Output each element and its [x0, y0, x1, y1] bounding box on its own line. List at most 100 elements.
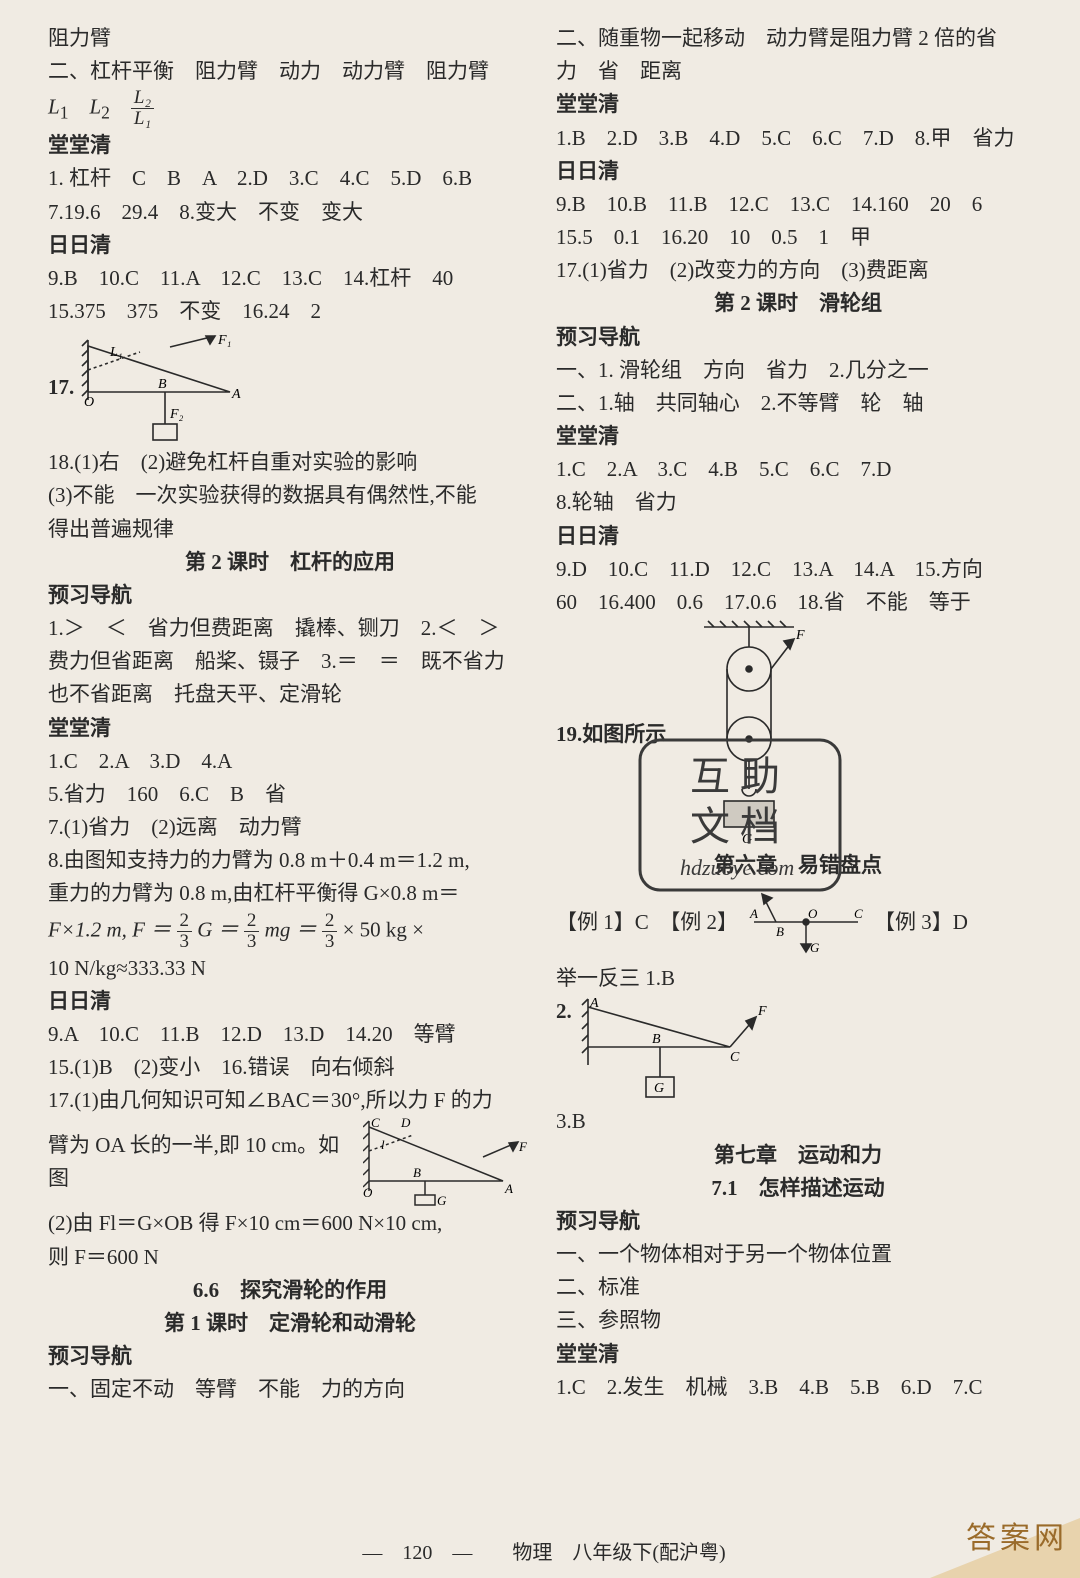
text-line: 18.(1)右 (2)避免杠杆自重对实验的影响 — [48, 446, 532, 479]
section-heading: 预习导航 — [48, 579, 532, 612]
var: L — [48, 95, 60, 119]
text-line: 二、杠杆平衡 阻力臂 动力 动力臂 阻力臂 — [48, 55, 532, 88]
right-column: 二、随重物一起移动 动力臂是阻力臂 2 倍的省 力 省 距离 堂堂清 1.B 2… — [556, 22, 1040, 1532]
section-heading: 预习导航 — [556, 1205, 1040, 1238]
text-line: (3)不能 一次实验获得的数据具有偶然性,不能 — [48, 479, 532, 512]
text-line: 8.轮轴 省力 — [556, 486, 1040, 519]
text-segment: F×1.2 m, F ＝ — [48, 917, 177, 941]
figure-r23-row: 2. A B C F — [556, 995, 1040, 1105]
text-line: 9.D 10.C 11.D 12.C 13.A 14.A 15.方向 — [556, 553, 1040, 586]
label-C: C — [854, 906, 863, 921]
figure-17: 17. — [48, 332, 532, 442]
text-line: 17.(1)省力 (2)改变力的方向 (3)费距离 — [556, 254, 1040, 287]
sub: 1 — [60, 103, 69, 123]
numerator: L₂ — [131, 88, 154, 109]
label-A: A — [749, 906, 758, 921]
denominator: L₁ — [131, 109, 154, 129]
label-C: C — [371, 1117, 380, 1130]
pulley-diagram-svg: F G — [684, 619, 814, 849]
label-O: O — [84, 395, 94, 410]
text-segment: mg ＝ — [265, 917, 322, 941]
label-G: G — [810, 940, 820, 955]
chapter-heading: 第七章 运动和力 — [556, 1139, 1040, 1172]
label-B: B — [413, 1165, 421, 1180]
text-line: 10 N/kg≈333.33 N — [48, 952, 532, 985]
label-F2: F₂ — [169, 407, 184, 422]
label-C: C — [730, 1050, 740, 1065]
text-line: 1. 杠杆 C B A 2.D 3.C 4.C 5.D 6.B — [48, 162, 532, 195]
figure-label: 17. — [48, 371, 74, 404]
section-heading: 堂堂清 — [48, 129, 532, 162]
text-line: 一、固定不动 等臂 不能 力的方向 — [48, 1373, 532, 1406]
label-B: B — [158, 377, 167, 392]
subsection-heading: 第 2 课时 滑轮组 — [556, 287, 1040, 320]
text-line: 1.B 2.D 3.B 4.D 5.C 6.C 7.D 8.甲 省力 — [556, 122, 1040, 155]
text-line: 1.＞ ＜ 省力但费距离 撬棒、铡刀 2.＜ ＞ — [48, 612, 532, 645]
label-l: l — [381, 1137, 385, 1152]
label-B: B — [652, 1032, 661, 1047]
label-F: F — [795, 628, 805, 643]
text-segment: G ＝ — [197, 917, 244, 941]
section-heading: 日日清 — [48, 229, 532, 262]
numerator: 2 — [177, 911, 193, 932]
sub: 2 — [101, 103, 110, 123]
text-line: 重力的力臂为 0.8 m,由杠杆平衡得 G×0.8 m＝ — [48, 877, 532, 910]
left-column: 阻力臂 二、杠杆平衡 阻力臂 动力 动力臂 阻力臂 L1 L2 L₂ L₁ 堂堂… — [48, 22, 532, 1532]
denominator: 3 — [177, 932, 193, 952]
text-segment: 【例 1】C 【例 2】 — [556, 906, 738, 939]
lever2-diagram-svg: A B C F G — [580, 995, 770, 1105]
text-line: 9.B 10.B 11.B 12.C 13.C 14.160 20 6 — [556, 188, 1040, 221]
text-line: 15.5 0.1 16.20 10 0.5 1 甲 — [556, 221, 1040, 254]
numerator: 2 — [244, 911, 260, 932]
text-with-figure: 臂为 OA 长的一半,即 10 cm。如图 C — [48, 1117, 532, 1207]
text-segment: 臂为 OA 长的一半,即 10 cm。如图 — [48, 1129, 357, 1195]
text-line: 三、参照物 — [556, 1304, 1040, 1337]
subsection-heading: 第 2 课时 杠杆的应用 — [48, 546, 532, 579]
lever-diagram-svg: O A B L₁ F₁ F₂ — [80, 332, 260, 442]
numerator: 2 — [322, 911, 338, 932]
text-line: 8.由图知支持力的力臂为 0.8 m＋0.4 m＝1.2 m, — [48, 844, 532, 877]
subsection-heading: 7.1 怎样描述运动 — [556, 1172, 1040, 1205]
label-A: A — [231, 387, 241, 402]
text-line: 7.19.6 29.4 8.变大 不变 变大 — [48, 196, 532, 229]
text-line: 一、1. 滑轮组 方向 省力 2.几分之一 — [556, 354, 1040, 387]
text-line: (2)由 Fl＝G×OB 得 F×10 cm＝600 N×10 cm, — [48, 1207, 532, 1240]
text-line: 3.B — [556, 1105, 1040, 1138]
brand-corner: 答案网 — [920, 1498, 1080, 1578]
section-heading: 日日清 — [556, 155, 1040, 188]
denominator: 3 — [244, 932, 260, 952]
page: 阻力臂 二、杠杆平衡 阻力臂 动力 动力臂 阻力臂 L1 L2 L₂ L₁ 堂堂… — [0, 0, 1080, 1578]
figure-19-row: 19.如图所示 — [556, 619, 1040, 849]
label-D: D — [400, 1117, 411, 1130]
label-G: G — [742, 832, 752, 847]
fraction: L₂ L₁ — [131, 88, 154, 129]
brand-text: 答案网 — [966, 1515, 1068, 1562]
page-footer: — 120 — 物理 八年级下(配沪粤) — [48, 1538, 1040, 1570]
section-heading: 预习导航 — [556, 321, 1040, 354]
text-segment: 【例 3】D — [874, 906, 968, 939]
triangle-diagram-svg: C D F O B G A l — [363, 1117, 532, 1207]
text-line: 二、随重物一起移动 动力臂是阻力臂 2 倍的省 — [556, 22, 1040, 55]
text-line: 力 省 距离 — [556, 55, 1040, 88]
example-row: 【例 1】C 【例 2】 A B C O G 【 — [556, 882, 1040, 962]
text-line: 15.375 375 不变 16.24 2 — [48, 295, 532, 328]
text-line: 17.(1)由几何知识可知∠BAC＝30°,所以力 F 的力 — [48, 1084, 532, 1117]
section-heading: 堂堂清 — [556, 420, 1040, 453]
two-column-layout: 阻力臂 二、杠杆平衡 阻力臂 动力 动力臂 阻力臂 L1 L2 L₂ L₁ 堂堂… — [48, 22, 1040, 1532]
text-line: 得出普遍规律 — [48, 513, 532, 546]
text-line: 一、一个物体相对于另一个物体位置 — [556, 1238, 1040, 1271]
text-line: 二、1.轴 共同轴心 2.不等臂 轮 轴 — [556, 387, 1040, 420]
section-heading: 堂堂清 — [556, 1338, 1040, 1371]
label-G: G — [437, 1193, 447, 1207]
text-line: 费力但省距离 船桨、镊子 3.＝ ＝ 既不省力 — [48, 645, 532, 678]
text-line: 则 F＝600 N — [48, 1241, 532, 1274]
label-A: A — [504, 1181, 513, 1196]
text-line: 1.C 2.发生 机械 3.B 4.B 5.B 6.D 7.C — [556, 1371, 1040, 1404]
label-F: F — [757, 1004, 767, 1019]
fraction: 2 3 — [244, 911, 260, 952]
section-heading: 日日清 — [48, 985, 532, 1018]
section-heading: 日日清 — [556, 520, 1040, 553]
fraction: 2 3 — [177, 911, 193, 952]
text-line: 举一反三 1.B — [556, 962, 1040, 995]
text-line: 60 16.400 0.6 17.0.6 18.省 不能 等于 — [556, 586, 1040, 619]
